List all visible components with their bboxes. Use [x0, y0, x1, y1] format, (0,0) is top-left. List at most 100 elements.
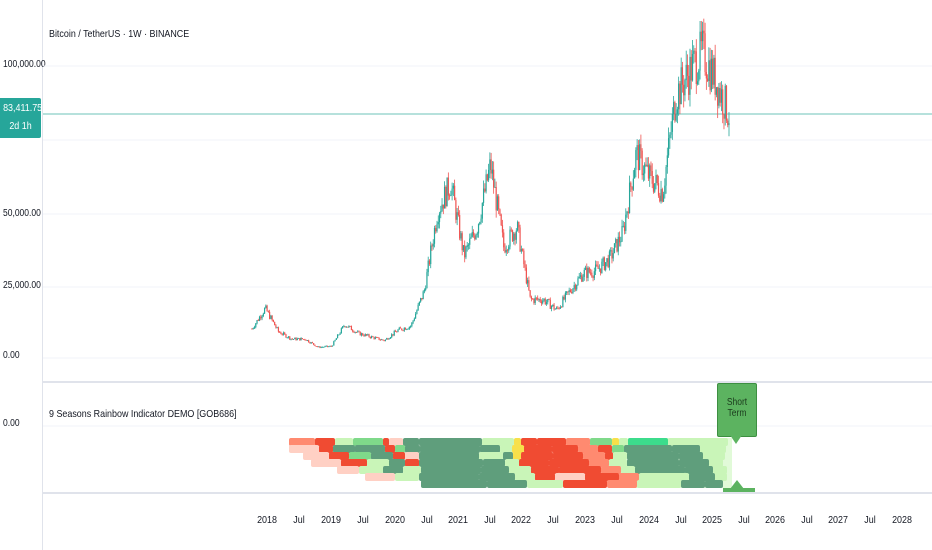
candle-body — [491, 169, 493, 174]
rainbow-segment — [627, 452, 679, 460]
candle-body — [571, 291, 573, 294]
candle-body — [542, 300, 544, 304]
candle-body — [662, 194, 665, 202]
candle-body — [443, 186, 446, 209]
rainbow-segment — [419, 438, 482, 446]
rainbow-segment — [289, 438, 315, 446]
candle-body — [626, 211, 628, 215]
candle-body — [583, 269, 585, 277]
candle-body — [437, 222, 439, 225]
candle-body — [602, 257, 604, 262]
candle-body — [383, 340, 385, 341]
candle-body — [334, 339, 336, 342]
candle-body — [404, 327, 407, 330]
bar-countdown: 2d 1h — [9, 120, 32, 132]
candle-body — [260, 316, 262, 319]
candle-body — [588, 267, 590, 273]
candle-body — [529, 290, 531, 297]
candle-body — [659, 195, 661, 202]
pane-separator[interactable] — [43, 381, 932, 383]
candle-body — [568, 290, 570, 293]
candle-body — [718, 87, 720, 106]
price-axis[interactable]: 100,000.00 50,000.00 25,000.00 0.00 0.00… — [0, 0, 46, 550]
candle-body — [460, 233, 462, 239]
candle-body — [277, 327, 280, 332]
candle-body — [569, 290, 572, 292]
rainbow-segment — [566, 438, 590, 446]
candle-body — [287, 336, 290, 338]
candle-body — [534, 297, 536, 303]
time-tick: 2026 — [765, 514, 785, 526]
candle-body — [676, 109, 678, 114]
candle-body — [564, 292, 566, 300]
candle-body — [510, 229, 512, 231]
rainbow-segment — [709, 459, 723, 467]
candle-body — [506, 249, 509, 251]
candle-body — [597, 265, 599, 269]
candle-body — [421, 297, 423, 300]
rainbow-segment — [609, 459, 627, 467]
candle-body — [669, 134, 671, 139]
candle-body — [457, 212, 460, 216]
candle-body — [285, 334, 287, 338]
rainbow-segment — [479, 473, 515, 481]
candle-body — [708, 60, 710, 82]
rainbow-segment — [639, 473, 689, 481]
price-candles — [251, 18, 730, 349]
candle-body — [608, 251, 611, 268]
time-tick: Jul — [738, 514, 750, 526]
candle-body — [426, 272, 428, 289]
candle-body — [313, 343, 315, 345]
candle-body — [316, 346, 319, 348]
candle-body — [655, 174, 657, 184]
rainbow-segment — [612, 438, 619, 446]
candle-body — [661, 189, 663, 202]
candle-body — [699, 31, 701, 71]
candle-body — [724, 85, 726, 119]
time-tick: 2020 — [385, 514, 405, 526]
candle-body — [378, 337, 380, 340]
candle-body — [454, 185, 456, 201]
rainbow-segment — [601, 466, 621, 474]
candle-body — [688, 75, 690, 95]
candle-body — [375, 337, 378, 339]
candle-body — [474, 235, 476, 240]
callout-label: Short Term — [726, 397, 748, 419]
candle-body — [540, 301, 543, 304]
callout-pointer — [730, 435, 742, 444]
rainbow-segment — [559, 466, 601, 474]
candle-body — [589, 272, 592, 274]
candle-body — [610, 250, 612, 252]
candle-body — [543, 298, 545, 301]
candle-body — [690, 56, 692, 81]
candle-body — [489, 159, 491, 170]
candle-body — [573, 285, 575, 289]
candle-body — [707, 78, 709, 82]
time-tick: Jul — [675, 514, 687, 526]
time-tick: 2021 — [448, 514, 468, 526]
candle-body — [562, 296, 564, 308]
candle-body — [498, 196, 500, 210]
candle-body — [558, 307, 560, 309]
candle-body — [345, 326, 347, 328]
candle-body — [681, 67, 684, 85]
candle-body — [723, 114, 725, 119]
candle-body — [407, 328, 409, 330]
candle-body — [623, 225, 626, 231]
candle-body — [538, 298, 540, 300]
rainbow-segment — [371, 452, 393, 460]
candle-body — [409, 326, 412, 328]
rainbow-segment — [531, 466, 559, 474]
candle-body — [486, 174, 488, 181]
candle-body — [319, 346, 321, 348]
candle-body — [591, 272, 593, 277]
candle-body — [286, 337, 288, 339]
rainbow-segment — [367, 459, 389, 467]
rainbow-segment — [503, 452, 513, 460]
candle-body — [338, 334, 340, 336]
time-tick: 2019 — [321, 514, 341, 526]
candle-body — [504, 247, 506, 253]
rainbow-segment — [703, 452, 725, 460]
candle-body — [642, 173, 645, 176]
